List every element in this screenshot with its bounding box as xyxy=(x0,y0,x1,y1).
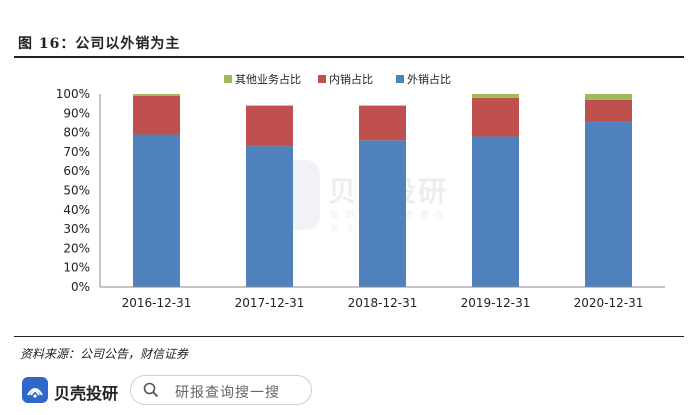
y-tick-label: 30% xyxy=(63,222,90,236)
bar-segment xyxy=(359,140,406,287)
y-tick-label: 80% xyxy=(63,126,90,140)
source-note: 资料来源：公司公告，财信证券 xyxy=(20,347,189,361)
bar-segment xyxy=(472,94,519,98)
legend: 其他业务占比 内销占比 外销占比 xyxy=(224,72,451,86)
bottom-rule xyxy=(14,336,684,337)
legend-swatch xyxy=(224,75,232,83)
y-tick-label: 40% xyxy=(63,203,90,217)
x-axis: 2016-12-31 2017-12-31 2018-12-31 2019-12-31… xyxy=(100,286,665,310)
bar-segment xyxy=(246,105,293,147)
bar-segment xyxy=(585,121,632,288)
bar-segment xyxy=(585,94,632,100)
x-tick-label: 2018-12-31 xyxy=(348,296,418,310)
y-tick-label: 0% xyxy=(71,280,90,294)
footer-bar: 贝壳投研 研报查询搜一搜 xyxy=(0,365,700,415)
y-tick-label: 90% xyxy=(63,106,90,120)
bar-segment xyxy=(585,99,632,122)
legend-label: 外销占比 xyxy=(407,72,451,86)
x-tick-label: 2016-12-31 xyxy=(122,296,192,310)
x-tick-label: 2019-12-31 xyxy=(461,296,531,310)
legend-label: 其他业务占比 xyxy=(235,72,301,86)
search-placeholder: 研报查询搜一搜 xyxy=(175,385,280,401)
bar-segment xyxy=(133,134,180,287)
figure-title: 图 16：公司以外销为主 xyxy=(18,36,181,52)
y-tick-label: 10% xyxy=(63,261,90,275)
legend-label: 内销占比 xyxy=(329,72,373,86)
legend-swatch xyxy=(318,75,326,83)
stacked-bar-chart: 其他业务占比 内销占比 外销占比 0% 10% 20% 30% 40% 50% 60% 70% 80… xyxy=(56,72,665,310)
legend-swatch xyxy=(396,75,404,83)
y-tick-label: 50% xyxy=(63,184,90,198)
bars xyxy=(133,94,632,288)
bar-segment xyxy=(246,146,293,287)
y-axis: 0% 10% 20% 30% 40% 50% 60% 70% 80% 90% 100% xyxy=(56,87,101,294)
top-rule xyxy=(14,56,684,58)
bar-segment xyxy=(359,105,406,141)
x-tick-label: 2017-12-31 xyxy=(235,296,305,310)
y-tick-label: 60% xyxy=(63,164,90,178)
bar-segment xyxy=(133,94,180,96)
x-tick-label: 2020-12-31 xyxy=(574,296,644,310)
y-tick-label: 70% xyxy=(63,145,90,159)
brand-name[interactable]: 贝壳投研 xyxy=(54,384,119,403)
bar-segment xyxy=(472,97,519,137)
y-tick-label: 100% xyxy=(56,87,90,101)
y-tick-label: 20% xyxy=(63,241,90,255)
bar-segment xyxy=(133,95,180,135)
bar-segment xyxy=(472,136,519,287)
search-icon xyxy=(143,382,159,398)
brand-logo-icon[interactable] xyxy=(22,377,48,403)
search-input[interactable]: 研报查询搜一搜 xyxy=(130,375,312,405)
